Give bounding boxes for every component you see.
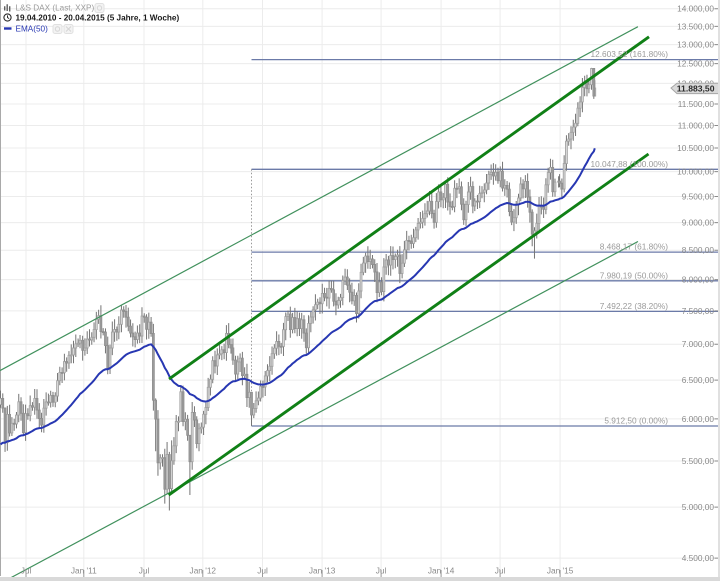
svg-text:9.000,00: 9.000,00 xyxy=(682,218,715,228)
svg-text:8.000,00: 8.000,00 xyxy=(682,275,715,285)
svg-text:11.500,00: 11.500,00 xyxy=(678,99,715,109)
svg-text:7.980,19 (50.00%): 7.980,19 (50.00%) xyxy=(600,270,669,280)
svg-text:5.912,50 (0.00%): 5.912,50 (0.00%) xyxy=(604,416,668,426)
svg-text:6.500,00: 6.500,00 xyxy=(682,375,715,385)
svg-text:11.883,50: 11.883,50 xyxy=(677,83,715,93)
svg-text:9.500,00: 9.500,00 xyxy=(682,191,715,201)
svg-text:7.492,22 (38.20%): 7.492,22 (38.20%) xyxy=(600,301,669,311)
svg-text:8.468,17 (61.80%): 8.468,17 (61.80%) xyxy=(600,242,669,252)
svg-text:10.047,88 (100.00%): 10.047,88 (100.00%) xyxy=(591,159,669,169)
svg-text:6.000,00: 6.000,00 xyxy=(682,414,715,424)
svg-text:4.500,00: 4.500,00 xyxy=(682,553,715,563)
svg-text:EMA(50): EMA(50) xyxy=(16,25,49,34)
svg-text:L&S DAX (Last, XXP): L&S DAX (Last, XXP) xyxy=(16,3,95,12)
svg-text:13.500,00: 13.500,00 xyxy=(677,21,714,31)
svg-text:10.500,00: 10.500,00 xyxy=(677,143,714,153)
svg-text:13.000,00: 13.000,00 xyxy=(677,40,714,50)
svg-text:10.000,00: 10.000,00 xyxy=(677,167,714,177)
svg-text:19.04.2010 - 20.04.2015 (5 Jah: 19.04.2010 - 20.04.2015 (5 Jahre, 1 Woch… xyxy=(16,14,180,23)
svg-text:7.500,00: 7.500,00 xyxy=(682,306,715,316)
svg-text:8.500,00: 8.500,00 xyxy=(682,245,715,255)
svg-text:14.000,00: 14.000,00 xyxy=(677,4,714,14)
svg-text:5.500,00: 5.500,00 xyxy=(682,456,715,466)
svg-text:12.603,52 (161.80%): 12.603,52 (161.80%) xyxy=(591,49,669,59)
svg-text:5.000,00: 5.000,00 xyxy=(682,502,715,512)
svg-text:12.500,00: 12.500,00 xyxy=(677,59,714,69)
svg-text:11.000,00: 11.000,00 xyxy=(678,120,715,130)
svg-text:7.000,00: 7.000,00 xyxy=(682,339,715,349)
